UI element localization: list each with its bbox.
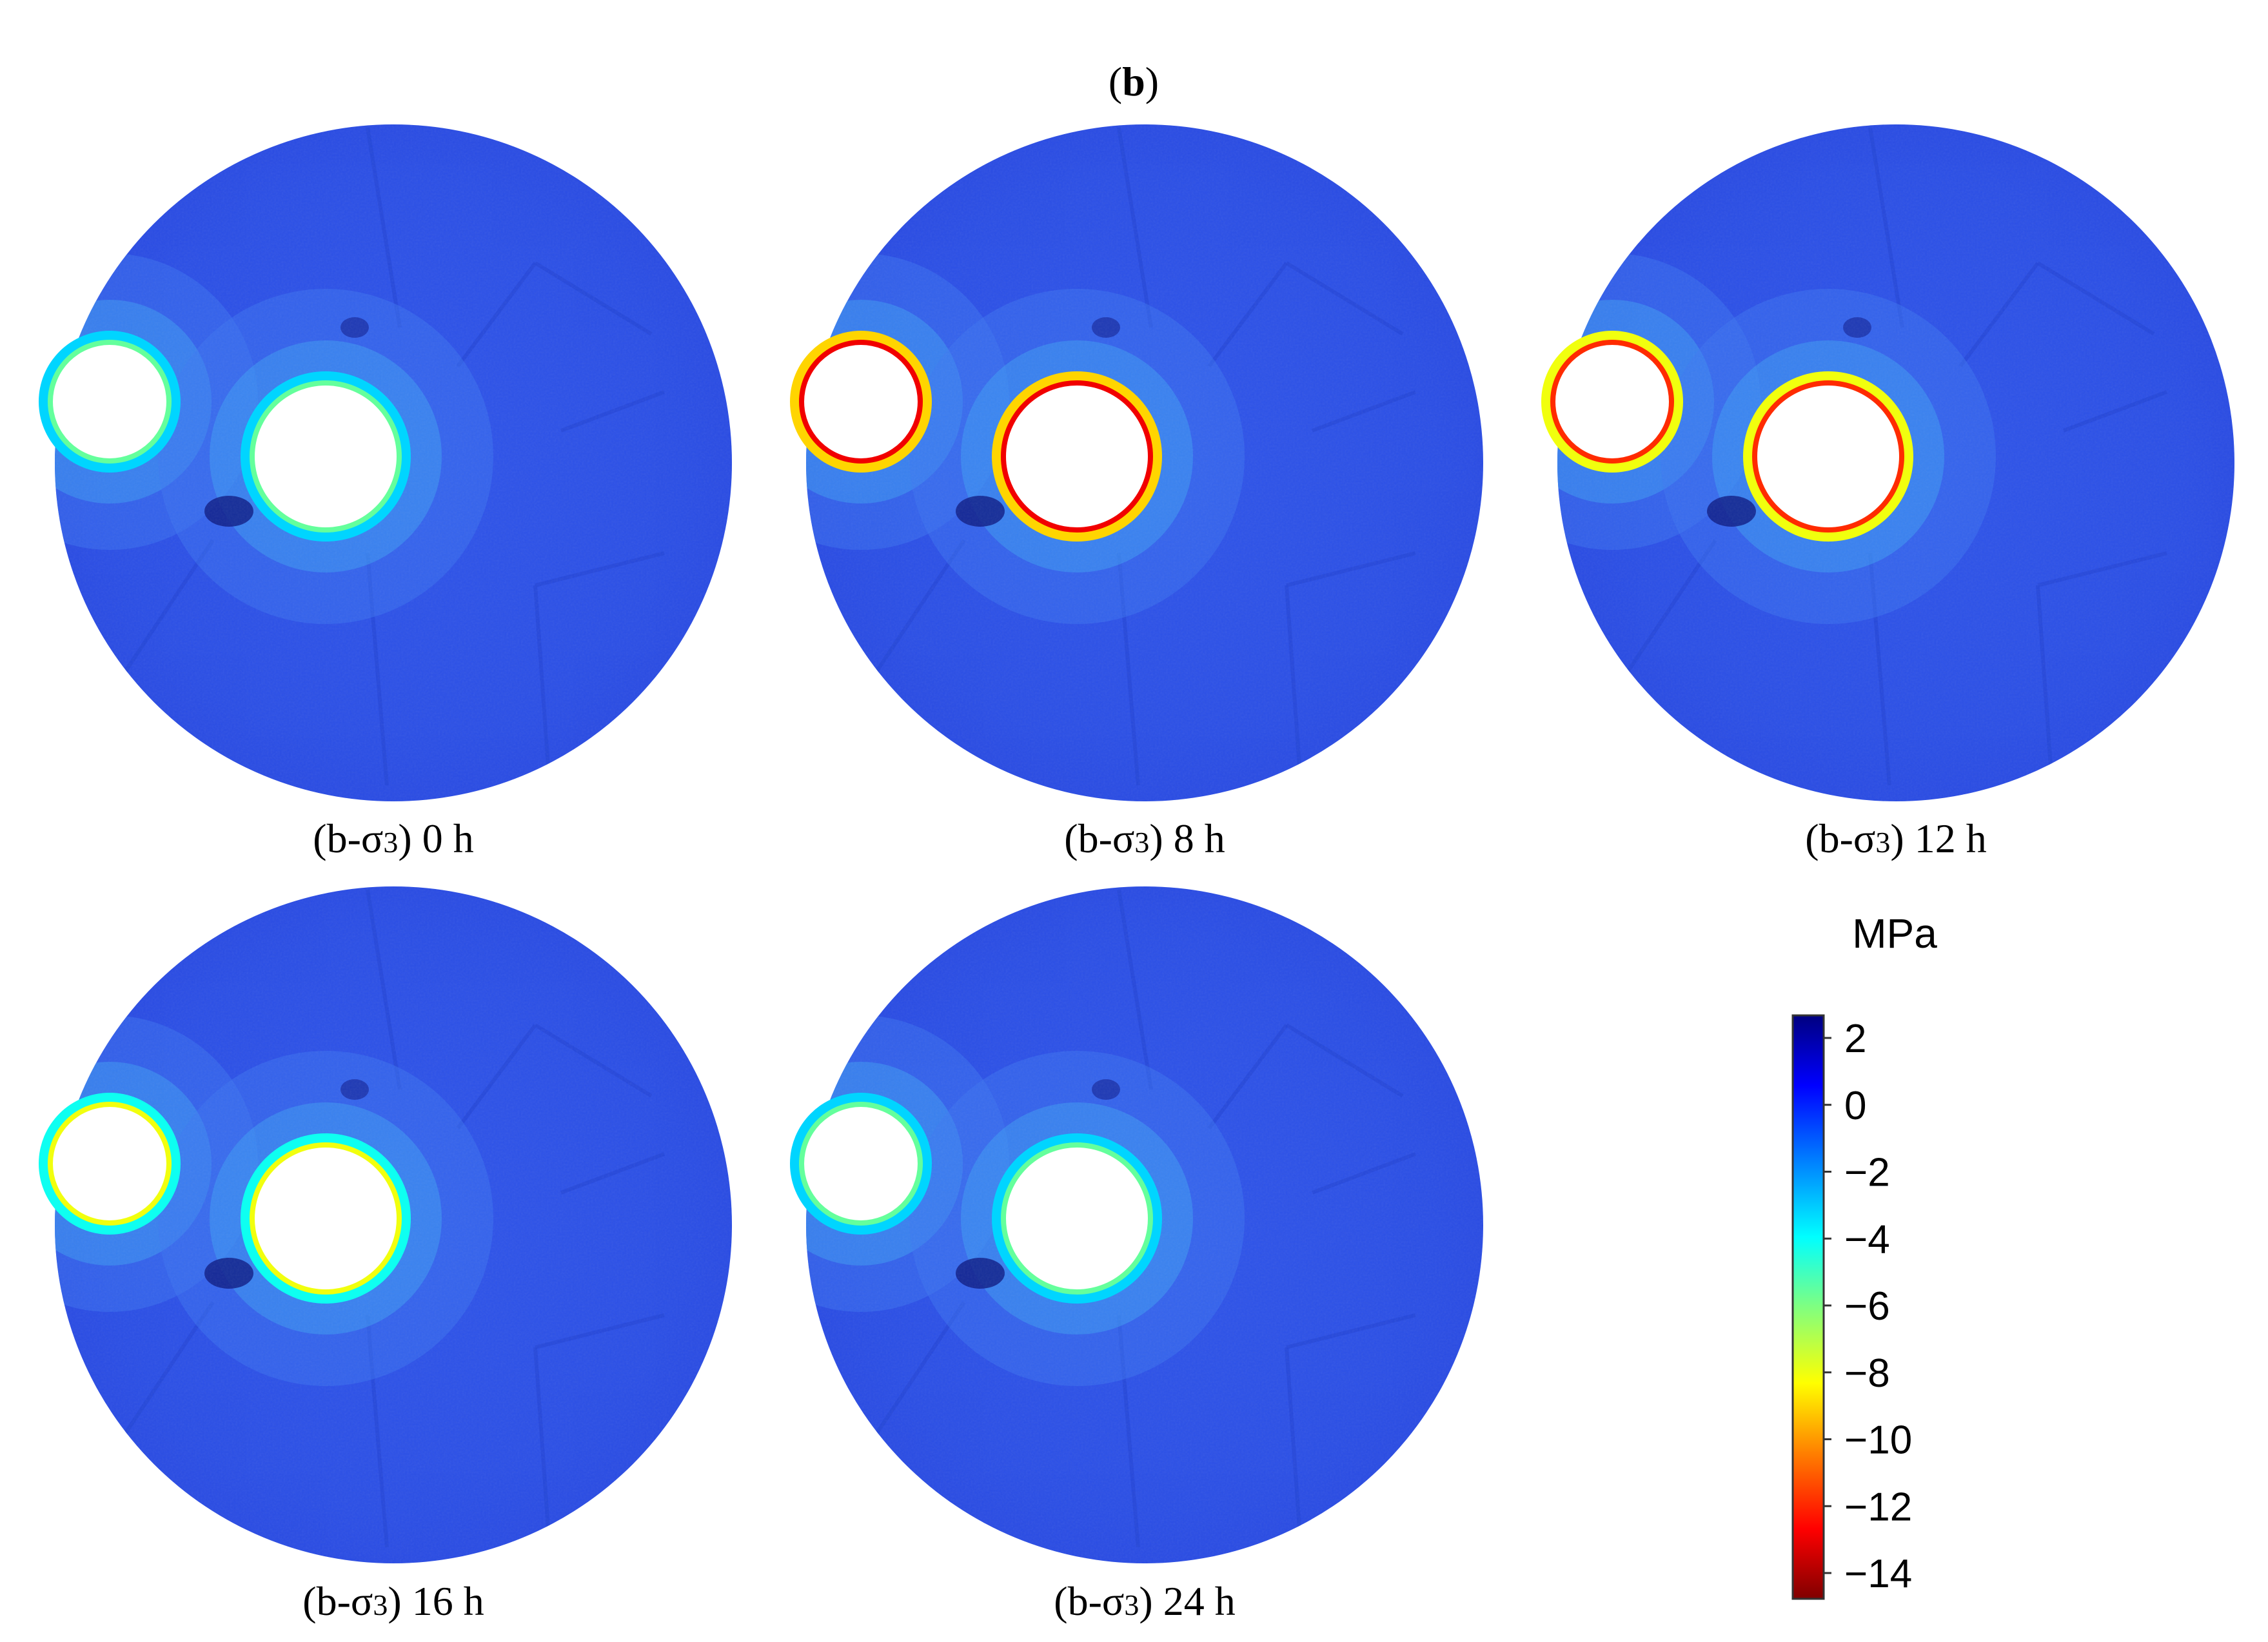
panel-caption: (b-σ3) 16 h xyxy=(302,1578,484,1624)
colorbar-tick-label: 0 xyxy=(1844,1084,1866,1128)
borehole xyxy=(1006,1148,1148,1289)
panel-caption: (b-σ3) 8 h xyxy=(1064,816,1225,861)
panel-caption: (b-σ3) 24 h xyxy=(1054,1578,1235,1624)
colorbar-tick-label: −14 xyxy=(1844,1552,1912,1596)
borehole xyxy=(255,386,397,527)
colorbar-ticks: 2 0 −2 −4 −6 −8 −10 −12 −14 xyxy=(1824,1017,1912,1596)
borehole xyxy=(255,1148,397,1289)
colorbar-unit-label: MPa xyxy=(1852,910,1937,957)
colorbar-tick-label: 2 xyxy=(1844,1017,1866,1061)
stress-panels: (b-σ3) 0 h (b-σ3) 8 h (b-σ3) 12 h (b-σ3) 16… xyxy=(39,124,2234,1624)
colorbar-tick-label: −4 xyxy=(1844,1217,1890,1262)
panel-caption: (b-σ3) 0 h xyxy=(313,816,473,861)
figure-panel-label: (b) xyxy=(1109,59,1159,104)
stress-panel: (b-σ3) 8 h xyxy=(790,124,1483,861)
borehole xyxy=(53,1107,166,1220)
stress-panel: (b-σ3) 16 h xyxy=(39,886,732,1624)
colorbar-scale xyxy=(1791,1014,1825,1600)
borehole xyxy=(804,1107,918,1220)
stress-panel: (b-σ3) 12 h xyxy=(1541,124,2234,861)
colorbar: MPa 2 0 −2 −4 −6 −8 −10 −12 −14 xyxy=(1791,910,1937,1600)
colorbar-tick-label: −12 xyxy=(1844,1485,1912,1529)
colorbar-tick-label: −2 xyxy=(1844,1151,1890,1195)
colorbar-tick-label: −10 xyxy=(1844,1418,1912,1463)
stress-panel: (b-σ3) 24 h xyxy=(790,886,1483,1624)
panel-caption: (b-σ3) 12 h xyxy=(1805,816,1986,861)
borehole xyxy=(53,345,166,458)
borehole xyxy=(1555,345,1669,458)
colorbar-tick-label: −6 xyxy=(1844,1284,1890,1329)
colorbar-tick-label: −8 xyxy=(1844,1351,1890,1396)
borehole xyxy=(804,345,918,458)
borehole xyxy=(1006,386,1148,527)
borehole xyxy=(1757,386,1899,527)
stress-panel: (b-σ3) 0 h xyxy=(39,124,732,861)
